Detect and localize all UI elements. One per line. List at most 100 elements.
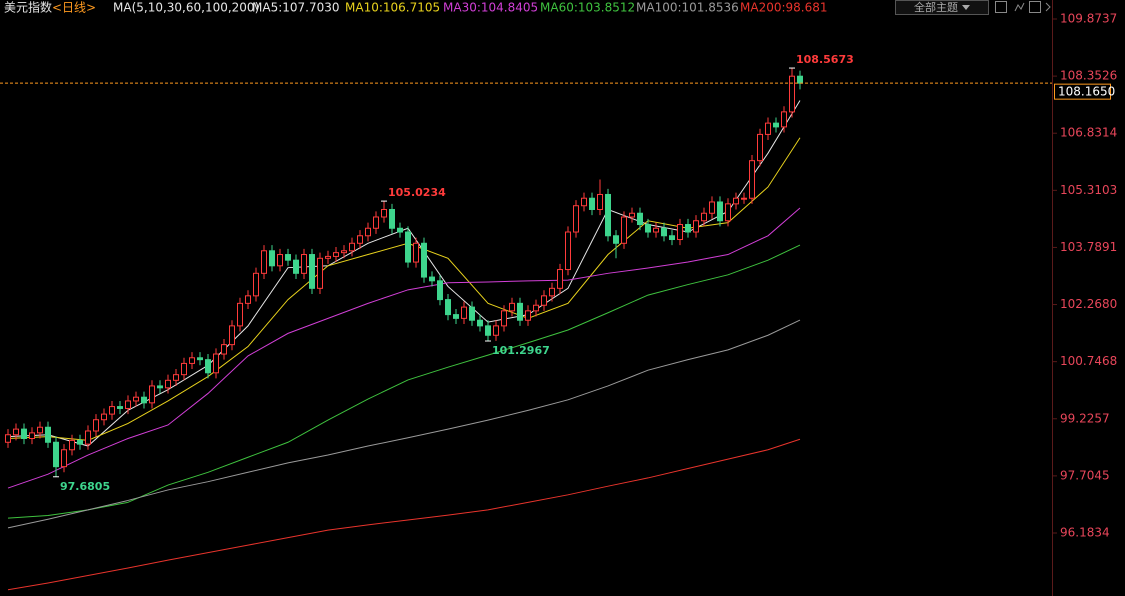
candle-body <box>445 299 451 316</box>
y-tick-label: 106.8314 <box>1060 126 1117 140</box>
y-tick-label: 105.3103 <box>1060 183 1117 197</box>
candle-body <box>749 160 755 199</box>
toolbar <box>995 1 1051 13</box>
current-price-label: 108.1650 <box>1058 85 1115 99</box>
plot-area: 108.5673 105.0234 101.2967 97.6805 <box>0 53 1052 591</box>
period-label: <日线> <box>52 1 96 15</box>
y-tick-label: 108.3526 <box>1060 69 1117 83</box>
legend-entry: MA30:104.8405 <box>443 1 538 15</box>
candle-body <box>773 122 779 128</box>
candle-body <box>53 441 59 468</box>
candle-body <box>189 357 195 364</box>
candle-body <box>637 212 643 226</box>
candle-body <box>437 280 443 301</box>
candle-body <box>125 400 131 409</box>
candle-body <box>629 212 635 218</box>
candle-body <box>709 201 715 214</box>
candle-body <box>677 224 683 241</box>
dropdown-arrow[interactable] <box>962 5 970 10</box>
y-tick-label: 99.2257 <box>1060 411 1110 425</box>
candle-body <box>149 385 155 404</box>
candle-body <box>765 122 771 135</box>
candle-body <box>485 325 491 336</box>
candle-body <box>293 259 299 274</box>
extreme-label: 97.6805 <box>60 480 110 493</box>
tool-icon[interactable] <box>1029 1 1041 13</box>
candle-body <box>701 212 707 222</box>
candle-body <box>357 235 363 244</box>
tool-icon[interactable] <box>995 1 1007 13</box>
y-tick-label: 109.8737 <box>1060 12 1117 26</box>
candle-body <box>421 242 427 278</box>
candle-body <box>517 302 523 321</box>
dropdown-frame[interactable] <box>895 0 989 15</box>
extreme-label: 105.0234 <box>388 186 446 199</box>
candle-body <box>301 254 307 274</box>
candle-body <box>205 359 211 374</box>
candle-body <box>469 306 475 321</box>
dropdown-label[interactable]: 全部主题 <box>914 0 958 14</box>
candle-body <box>381 208 387 218</box>
candle-body <box>725 203 731 222</box>
candle-body <box>85 430 91 445</box>
candle-body <box>197 357 203 361</box>
candle-body <box>541 295 547 306</box>
candle-body <box>493 325 499 336</box>
candle-body <box>757 133 763 162</box>
candle-body <box>165 379 171 389</box>
candle-body <box>589 197 595 210</box>
candle-body <box>789 75 795 113</box>
candle-body <box>525 310 531 321</box>
candle-body <box>661 227 667 237</box>
candle-body <box>181 362 187 376</box>
candle-body <box>797 75 803 84</box>
candle-body <box>453 314 459 319</box>
candle-body <box>549 287 555 297</box>
ma-line <box>7 438 801 591</box>
candle-body <box>133 396 139 402</box>
legend-entry: MA100:101.8536 <box>636 1 739 15</box>
legend-entry: MA200:98.681 <box>740 1 828 15</box>
candle-body <box>109 406 115 415</box>
candle-body <box>501 310 507 327</box>
candle-body <box>365 227 371 237</box>
ma-label: MA(5,10,30,60,100,200) <box>113 1 259 15</box>
candle-body <box>693 220 699 233</box>
candle-body <box>557 269 563 289</box>
legend-entry: MA5:107.7030 <box>252 1 340 15</box>
candle-body <box>93 419 99 432</box>
candle-body <box>581 197 587 207</box>
candle-body <box>221 344 227 355</box>
candle-body <box>573 205 579 233</box>
y-axis: 109.8737 108.3526 106.8314 105.3103 103.7891… <box>1052 12 1117 539</box>
candle-body <box>29 432 35 440</box>
candle-body <box>21 428 27 440</box>
extreme-label: 101.2967 <box>492 344 550 357</box>
candle-body <box>389 208 395 229</box>
candle-body <box>237 302 243 327</box>
candle-body <box>229 325 235 346</box>
candle-body <box>645 224 651 233</box>
chart-title: 美元指数 <box>4 0 52 15</box>
y-tick-label: 102.2680 <box>1060 297 1117 311</box>
candle-body <box>37 426 43 434</box>
candle-body <box>733 197 739 205</box>
candle-body <box>373 216 379 229</box>
theme-dropdown[interactable]: 全部主题 <box>895 0 989 15</box>
candle-body <box>429 276 435 282</box>
candle-body <box>13 428 19 436</box>
y-tick-label: 100.7468 <box>1060 354 1117 368</box>
candle-body <box>405 231 411 263</box>
y-tick-label: 96.1834 <box>1060 525 1110 539</box>
legend-entry: MA60:103.8512 <box>540 1 635 15</box>
candle-body <box>101 413 107 421</box>
candle-body <box>69 439 75 451</box>
candle-body <box>309 254 315 289</box>
tool-icon[interactable] <box>1014 2 1025 12</box>
tool-icon[interactable] <box>1045 2 1051 12</box>
candle-body <box>5 434 11 443</box>
candle-body <box>269 250 275 267</box>
y-tick-label: 97.7045 <box>1060 468 1110 482</box>
ma-line <box>7 207 801 489</box>
